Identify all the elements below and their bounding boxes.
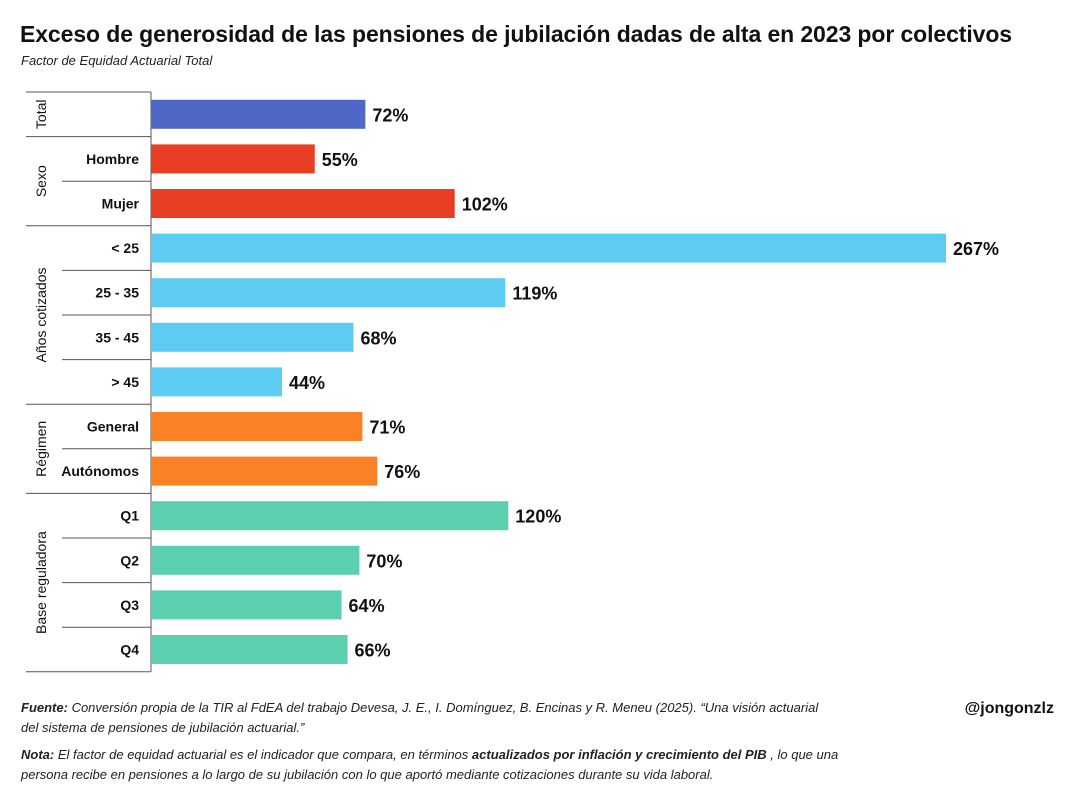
category-label: Autónomos — [61, 463, 139, 479]
bar — [151, 278, 506, 308]
bar — [151, 233, 946, 263]
group-label: Sexo — [33, 165, 49, 197]
bar — [151, 545, 360, 575]
category-label: Mujer — [102, 196, 140, 212]
data-label: 120% — [515, 507, 561, 527]
author-handle: @jongonzlz — [964, 700, 1054, 717]
group-label: Total — [33, 100, 49, 130]
category-label: Q4 — [120, 642, 139, 658]
chart-subtitle: Factor de Equidad Actuarial Total — [21, 53, 213, 68]
data-label: 119% — [512, 284, 557, 304]
group-label: Régimen — [33, 421, 49, 477]
bar — [151, 590, 342, 620]
data-label: 64% — [349, 596, 385, 616]
category-label: Q3 — [120, 597, 139, 613]
category-label: General — [87, 419, 139, 435]
category-label: Q2 — [120, 552, 139, 568]
bar — [151, 501, 509, 531]
source-text: Conversión propia de la TIR al FdEA del … — [21, 700, 819, 735]
data-label: 70% — [366, 551, 402, 571]
bar — [151, 635, 348, 664]
category-label: Hombre — [86, 151, 139, 167]
bar — [151, 144, 315, 174]
note-bold-text: actualizados por inflación y crecimiento… — [471, 747, 767, 762]
source-label: Fuente: — [21, 700, 68, 715]
chart-title: Exceso de generosidad de las pensiones d… — [20, 21, 1012, 47]
bar — [151, 99, 366, 129]
data-label: 44% — [289, 373, 325, 393]
data-label: 102% — [462, 195, 508, 215]
data-label: 66% — [355, 641, 391, 661]
category-label: > 45 — [111, 374, 139, 390]
note-label: Nota: — [21, 747, 55, 762]
data-label: 55% — [322, 150, 358, 170]
bar — [151, 456, 378, 486]
bar — [151, 412, 363, 441]
bar — [151, 367, 283, 397]
note-text-2: , lo que una persona recibe en pensiones… — [21, 747, 839, 782]
data-label: 68% — [360, 328, 396, 348]
data-label: 72% — [372, 105, 408, 125]
category-label: 25 - 35 — [95, 285, 139, 301]
note-text-1: El factor de equidad actuarial es el ind… — [54, 747, 472, 762]
category-label: 35 - 45 — [95, 329, 139, 345]
group-label: Base reguladora — [33, 531, 49, 634]
bar — [151, 322, 354, 352]
source-note: Fuente: Conversión propia de la TIR al F… — [21, 698, 831, 738]
group-label: Años cotizados — [33, 268, 49, 363]
data-label: 267% — [953, 239, 999, 259]
data-label: 71% — [369, 418, 405, 438]
category-label: < 25 — [111, 240, 139, 256]
category-label: Q1 — [120, 508, 139, 524]
bar-chart: Total 72% Sexo Hombre 55% Mujer 102% Años cotiz… — [26, 91, 999, 673]
bar — [151, 189, 455, 218]
methodology-note: Nota: El factor de equidad actuarial es … — [21, 745, 851, 785]
data-label: 76% — [384, 462, 420, 482]
